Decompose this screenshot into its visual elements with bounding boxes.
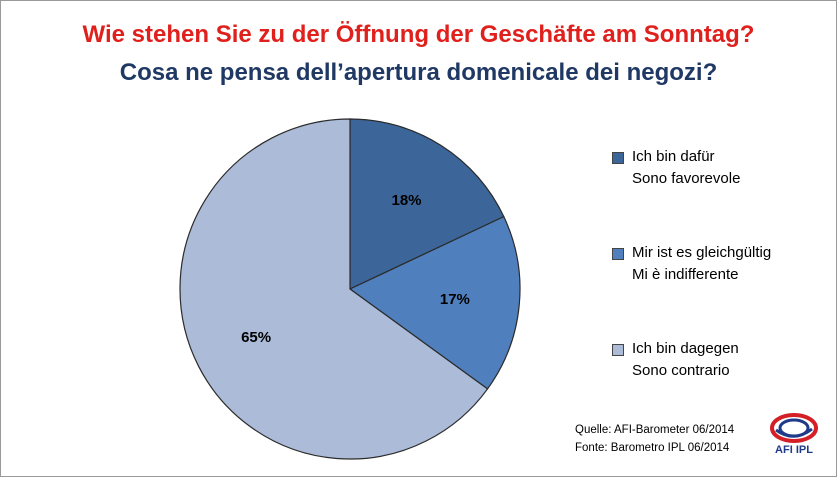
legend-swatch-gleichgueltig [612,248,624,260]
chart-title-german: Wie stehen Sie zu der Öffnung der Geschä… [82,21,755,48]
pie-slice-dagegen [179,118,489,460]
pie-slice-gleichgueltig [348,215,521,390]
logo-swirl-icon [770,413,818,443]
source-note: Quelle: AFI-Barometer 06/2014 Fonte: Bar… [575,421,734,457]
slice-label-dagegen: 65% [241,329,271,346]
legend-label: Ich bin dafür Sono favorevole [632,146,740,190]
source-it: Fonte: Barometro IPL 06/2014 [575,442,730,454]
legend-label-it: Sono favorevole [632,170,741,187]
legend-label-it: Sono contrario [632,362,730,379]
legend-swatch-dagegen [612,344,624,356]
legend-label-de: Mir ist es gleichgültig [632,244,772,261]
legend-label-it: Mi è indifferente [632,266,739,283]
legend-label-de: Ich bin dafür [632,148,715,165]
pie-slice-dafuer [349,118,505,290]
legend-swatch-dafuer [612,152,624,164]
slice-label-dafuer: 18% [391,192,421,209]
legend-label-de: Ich bin dagegen [632,340,739,357]
source-de: Quelle: AFI-Barometer 06/2014 [575,424,735,436]
legend-label: Ich bin dagegen Sono contrario [632,338,739,382]
slice-label-gleichgueltig: 17% [440,291,470,308]
legend-label: Mir ist es gleichgültig Mi è indifferent… [632,242,771,286]
logo-text: AFI IPL [775,444,813,456]
chart-title-italian: Cosa ne pensa dell’apertura domenicale d… [119,59,718,86]
afi-ipl-logo: AFI IPL [766,409,822,465]
